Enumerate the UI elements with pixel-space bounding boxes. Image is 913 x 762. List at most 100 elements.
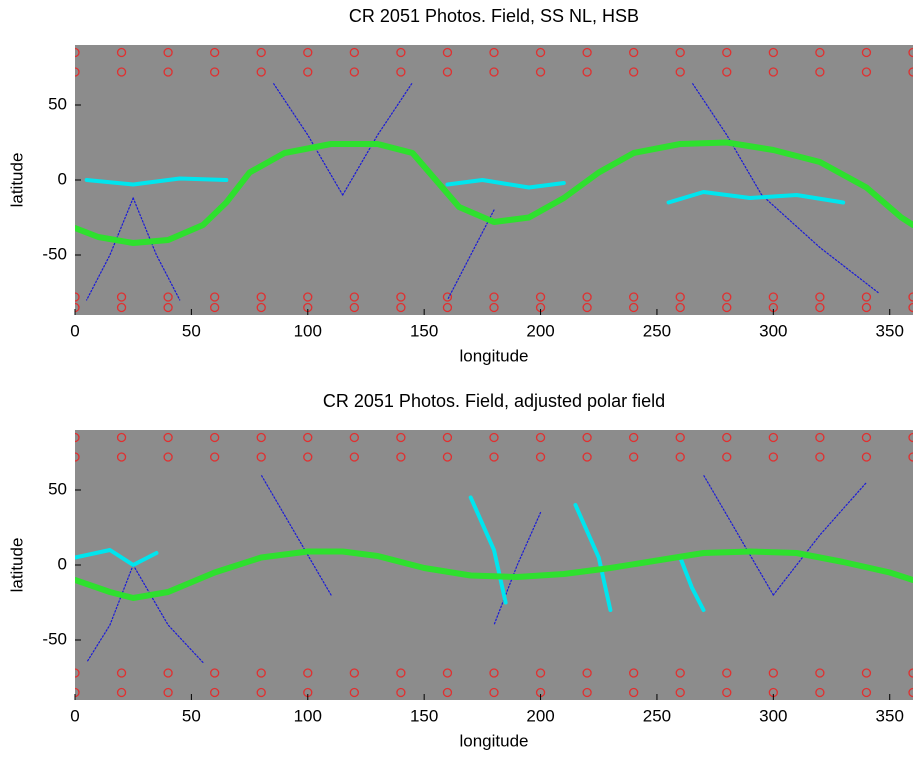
red-marker bbox=[908, 302, 913, 313]
x-tick-label: 50 bbox=[182, 706, 201, 725]
red-marker bbox=[75, 67, 80, 77]
x-tick-label: 350 bbox=[876, 706, 904, 725]
field-line bbox=[84, 176, 229, 187]
red-marker bbox=[908, 452, 913, 462]
red-marker bbox=[303, 452, 313, 462]
red-marker bbox=[116, 687, 127, 698]
red-marker bbox=[908, 668, 913, 678]
field-line bbox=[772, 481, 868, 596]
red-marker bbox=[442, 47, 453, 58]
red-marker bbox=[489, 292, 499, 302]
red-marker bbox=[349, 687, 359, 698]
field-line bbox=[132, 197, 181, 301]
red-marker bbox=[256, 668, 266, 678]
red-marker bbox=[489, 668, 499, 678]
red-marker bbox=[396, 687, 406, 698]
red-marker bbox=[489, 432, 499, 443]
y-tick-label: -50 bbox=[42, 244, 67, 263]
red-marker bbox=[861, 668, 872, 678]
red-marker bbox=[861, 452, 872, 462]
red-marker bbox=[815, 668, 825, 678]
red-marker bbox=[75, 432, 80, 443]
red-marker bbox=[75, 452, 80, 462]
red-marker bbox=[861, 67, 872, 77]
red-marker bbox=[582, 67, 592, 77]
red-marker bbox=[349, 452, 359, 462]
red-marker bbox=[582, 432, 592, 443]
red-marker bbox=[815, 302, 825, 313]
red-marker bbox=[582, 687, 592, 698]
red-marker bbox=[442, 687, 453, 698]
red-marker bbox=[442, 668, 453, 678]
red-marker bbox=[582, 668, 592, 678]
field-line bbox=[446, 209, 495, 301]
red-marker bbox=[535, 668, 546, 678]
red-marker bbox=[163, 668, 173, 678]
red-marker bbox=[396, 668, 406, 678]
red-marker bbox=[303, 292, 313, 302]
red-marker bbox=[768, 47, 778, 58]
red-marker bbox=[675, 687, 685, 698]
red-marker bbox=[256, 292, 266, 302]
plot-background bbox=[75, 430, 913, 700]
red-marker bbox=[861, 302, 872, 313]
red-marker bbox=[256, 432, 266, 443]
red-marker bbox=[582, 292, 592, 302]
red-marker bbox=[349, 47, 359, 58]
y-axis-label: latitude bbox=[7, 153, 26, 208]
red-marker bbox=[210, 452, 220, 462]
red-marker bbox=[116, 668, 127, 678]
x-tick-label: 0 bbox=[70, 706, 79, 725]
red-marker bbox=[815, 432, 825, 443]
red-marker bbox=[861, 47, 872, 58]
red-marker bbox=[116, 432, 127, 443]
red-marker bbox=[489, 67, 499, 77]
y-axis-label: latitude bbox=[7, 538, 26, 593]
red-marker bbox=[629, 292, 639, 302]
x-tick-label: 50 bbox=[182, 321, 201, 340]
red-marker bbox=[815, 47, 825, 58]
red-marker bbox=[815, 67, 825, 77]
red-marker bbox=[396, 292, 406, 302]
x-tick-label: 250 bbox=[643, 321, 671, 340]
red-marker bbox=[629, 67, 639, 77]
red-marker bbox=[722, 47, 732, 58]
red-marker bbox=[815, 687, 825, 698]
red-marker bbox=[116, 47, 127, 58]
red-marker bbox=[75, 302, 80, 313]
red-marker bbox=[303, 67, 313, 77]
red-marker bbox=[582, 47, 592, 58]
y-tick-label: 0 bbox=[58, 554, 67, 573]
red-marker bbox=[210, 67, 220, 77]
red-marker bbox=[535, 67, 546, 77]
field-line bbox=[445, 178, 566, 190]
red-marker bbox=[116, 452, 127, 462]
red-marker bbox=[861, 687, 872, 698]
red-marker bbox=[303, 432, 313, 443]
y-tick-label: 0 bbox=[58, 169, 67, 188]
red-marker bbox=[535, 47, 546, 58]
field-line bbox=[272, 81, 344, 196]
field-line bbox=[342, 81, 414, 196]
x-tick-label: 300 bbox=[759, 321, 787, 340]
red-marker bbox=[722, 668, 732, 678]
red-marker bbox=[349, 668, 359, 678]
chart-title: CR 2051 Photos. Field, SS NL, HSB bbox=[349, 6, 639, 26]
red-marker bbox=[675, 452, 685, 462]
red-marker bbox=[396, 452, 406, 462]
x-tick-label: 150 bbox=[410, 321, 438, 340]
red-marker bbox=[210, 47, 220, 58]
red-marker bbox=[210, 668, 220, 678]
field-line bbox=[132, 564, 204, 664]
plot-area bbox=[75, 432, 913, 698]
field-line bbox=[691, 81, 763, 196]
red-marker bbox=[675, 302, 685, 313]
red-marker bbox=[163, 47, 173, 58]
field-line bbox=[761, 194, 879, 294]
field-line bbox=[573, 503, 613, 612]
red-marker bbox=[210, 302, 220, 313]
red-marker bbox=[722, 432, 732, 443]
red-marker bbox=[675, 67, 685, 77]
red-marker bbox=[442, 302, 453, 313]
red-marker bbox=[768, 668, 778, 678]
